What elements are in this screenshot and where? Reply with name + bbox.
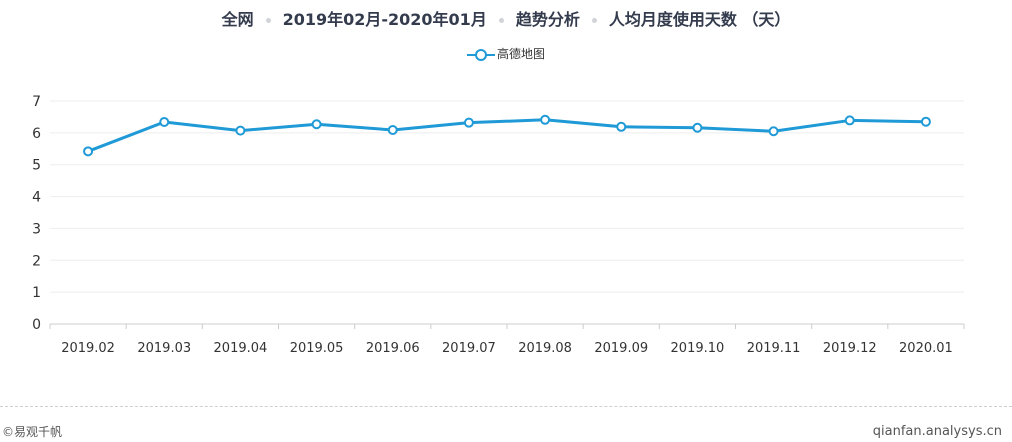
series-line (86, 118, 928, 153)
footer-divider (0, 406, 1012, 407)
y-tick-label: 2 (32, 253, 41, 269)
y-tick-label: 4 (32, 190, 41, 206)
data-point (920, 116, 931, 127)
x-tick-label: 2019.03 (137, 341, 191, 356)
x-tick-label: 2020.01 (899, 341, 953, 356)
x-tick-label: 2019.06 (366, 341, 420, 356)
series-layer (83, 114, 931, 157)
chart-title: 全网 2019年02月-2020年01月 趋势分析 人均月度使用天数 （天） (0, 6, 1012, 32)
y-tick-label: 6 (32, 126, 41, 142)
title-separator-dot (498, 18, 504, 23)
y-tick-label: 1 (32, 285, 41, 301)
title-separator-dot (265, 18, 271, 23)
title-analysis: 趋势分析 (515, 10, 580, 29)
grid-lines (50, 100, 964, 293)
data-point (235, 125, 246, 136)
x-tick-label: 2019.05 (290, 341, 344, 356)
y-tick-label: 7 (32, 94, 41, 110)
chart-legend[interactable]: 高德地图 (0, 45, 1012, 62)
x-tick-label: 2019.10 (671, 341, 725, 356)
axes (49, 323, 965, 329)
y-tick-label: 5 (32, 158, 41, 174)
copyright-text: ©易观千帆 (2, 425, 63, 439)
title-metric: 人均月度使用天数 （天） (608, 10, 791, 29)
legend-line-marker-icon (466, 48, 495, 61)
x-tick-label: 2019.09 (594, 341, 648, 356)
data-point (463, 117, 474, 128)
x-tick-label: 2019.12 (823, 341, 877, 356)
data-point (692, 122, 703, 133)
data-point (387, 124, 398, 135)
title-separator-dot (591, 18, 597, 23)
x-tick-label: 2019.02 (61, 341, 115, 356)
x-tick-label: 2019.04 (214, 341, 268, 356)
data-point (844, 115, 855, 126)
site-url[interactable]: qianfan.analysys.cn (872, 424, 1002, 439)
y-tick-labels: 0 1 2 3 4 5 6 7 (32, 94, 41, 333)
data-point (311, 119, 322, 130)
title-scope: 全网 (221, 10, 254, 29)
data-point (83, 146, 94, 157)
legend-series-label: 高德地图 (496, 47, 545, 61)
x-tick-labels: 2019.02 2019.03 2019.04 2019.05 2019.06 2019.… (61, 341, 953, 356)
data-point (768, 126, 779, 137)
x-tick-label: 2019.07 (442, 341, 496, 356)
data-point (540, 114, 551, 125)
y-tick-label: 3 (32, 221, 41, 237)
title-period: 2019年02月-2020年01月 (282, 10, 487, 29)
data-point (616, 121, 627, 132)
x-tick-label: 2019.11 (747, 341, 801, 356)
x-tick-label: 2019.08 (518, 341, 572, 356)
data-point (159, 117, 170, 128)
y-tick-label: 0 (32, 317, 41, 333)
